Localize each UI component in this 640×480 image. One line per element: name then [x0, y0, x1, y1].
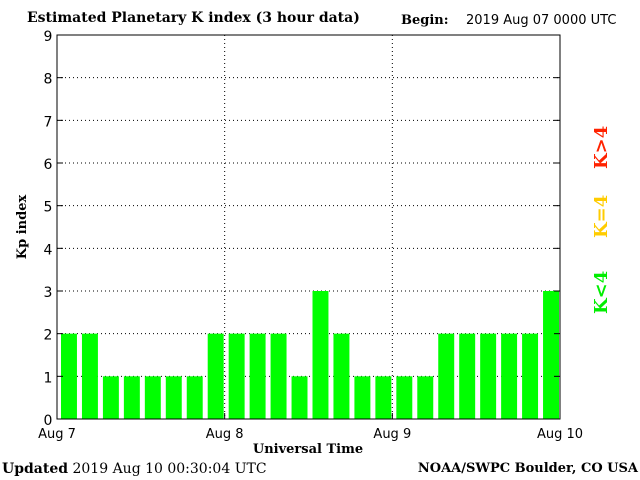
x-axis-label: Universal Time	[253, 442, 363, 457]
y-axis: 0 1 2 3 4 5 6 7 8 9	[44, 29, 560, 429]
kp-bar	[291, 376, 308, 419]
kp-bar	[501, 333, 518, 419]
bar-series	[61, 291, 559, 419]
kp-bar	[81, 333, 98, 419]
kp-bar	[417, 376, 434, 419]
kp-bar	[123, 376, 140, 419]
credit-text: NOAA/SWPC Boulder, CO USA	[417, 461, 638, 476]
kp-bar	[438, 333, 455, 419]
y-tick-label: 7	[44, 114, 53, 130]
legend-k-high: K>4	[591, 125, 612, 169]
kp-bar	[354, 376, 371, 419]
kp-bar	[312, 291, 329, 419]
kp-bar	[102, 376, 119, 419]
kp-bar	[249, 333, 266, 419]
kp-bar	[270, 333, 287, 419]
kp-bar	[165, 376, 182, 419]
x-tick-label: Aug 7	[38, 427, 76, 442]
y-tick-label: 2	[44, 328, 53, 344]
kp-bar	[522, 333, 539, 419]
updated-label: Updated	[2, 461, 69, 477]
kp-bar	[228, 333, 245, 419]
y-tick-label: 9	[44, 29, 53, 45]
kp-bar	[543, 291, 559, 419]
x-tick-label: Aug 10	[537, 427, 583, 442]
legend-k-low: K<4	[591, 270, 612, 315]
y-tick-label: 5	[44, 200, 53, 216]
y-tick-label: 0	[44, 413, 53, 429]
y-tick-label: 6	[44, 157, 53, 173]
plot-frame	[56, 34, 561, 420]
y-tick-label: 1	[44, 370, 53, 386]
grid-lines	[57, 35, 560, 419]
y-axis-label: Kp index	[15, 195, 30, 260]
y-tick-label: 8	[44, 72, 53, 88]
x-tick-label: Aug 8	[206, 427, 244, 442]
kp-bar	[207, 333, 224, 419]
x-axis: Aug 7 Aug 8 Aug 9 Aug 10	[38, 413, 583, 442]
updated-timestamp: Updated 2019 Aug 10 00:30:04 UTC	[2, 461, 267, 477]
y-tick-label: 3	[44, 285, 53, 301]
kp-bar	[480, 333, 497, 419]
x-tick-label: Aug 9	[373, 427, 411, 442]
legend-k-equal: K=4	[591, 194, 612, 238]
kp-bar	[375, 376, 392, 419]
chart-title: Estimated Planetary K index (3 hour data…	[27, 10, 360, 26]
kp-bar	[333, 333, 350, 419]
kp-bar	[459, 333, 476, 419]
kp-bar	[144, 376, 161, 419]
updated-value: 2019 Aug 10 00:30:04 UTC	[72, 461, 267, 477]
kp-bar	[61, 333, 77, 419]
begin-label: Begin:	[401, 13, 449, 28]
y-tick-label: 4	[44, 242, 53, 258]
kp-bar	[396, 376, 413, 419]
begin-value: 2019 Aug 07 0000 UTC	[466, 13, 617, 28]
kp-bar	[186, 376, 203, 419]
